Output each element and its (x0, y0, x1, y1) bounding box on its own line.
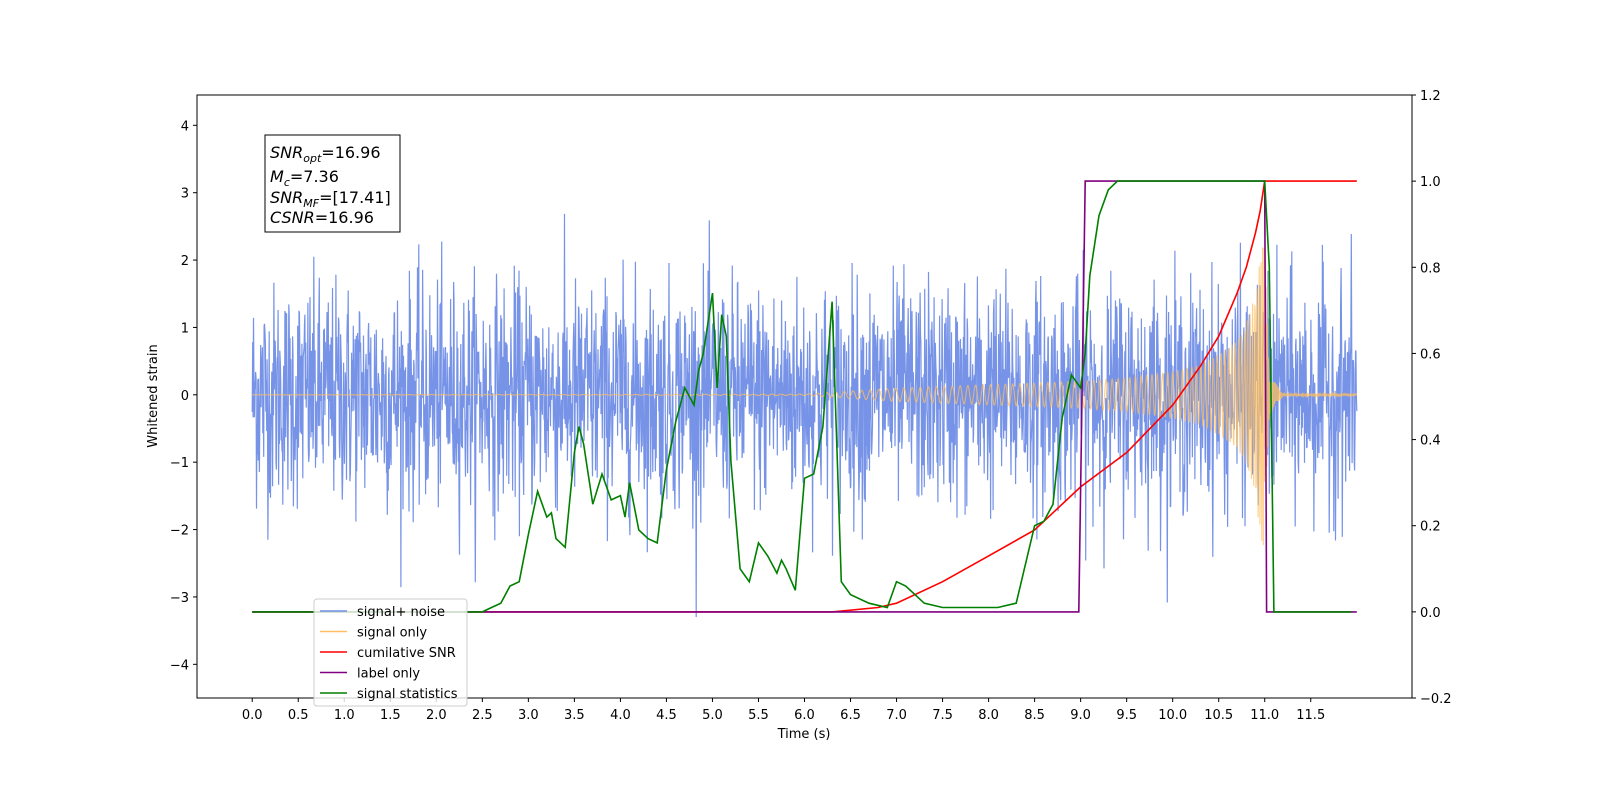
y-axis-right: 1.2 1.0 0.8 0.6 0.4 0.2 0.0 −0.2 (1412, 89, 1452, 707)
x-tick-label: 4.5 (656, 708, 677, 723)
y-tick-label: −3 (170, 591, 189, 606)
y-tick-label: 2 (181, 254, 189, 269)
series-label-only-legend-label: label only (357, 667, 420, 682)
x-tick-label: 0.5 (288, 708, 309, 723)
annotation-snr-mf: SNRMF=[17.41] (270, 188, 391, 210)
annotation-mc: Mc=7.36 (270, 167, 339, 189)
x-tick-label: 6.0 (794, 708, 815, 723)
annotation-box: SNRopt=16.96 Mc=7.36 SNRMF=[17.41] CSNR=… (264, 134, 401, 233)
y-tick-label: 4 (181, 119, 189, 134)
series-signal-only-line (252, 247, 1358, 546)
x-tick-label: 7.0 (886, 708, 907, 723)
y2-tick-label: 0.0 (1420, 606, 1441, 621)
x-tick-label: 3.5 (564, 708, 585, 723)
legend: signal+ noise signal only cumilative SNR la… (313, 598, 468, 707)
x-tick-label: 3.0 (518, 708, 539, 723)
y-tick-label: 1 (181, 321, 189, 336)
x-tick-label: 0.0 (242, 708, 263, 723)
annotation-frame (264, 134, 401, 233)
y2-tick-label: 0.6 (1420, 347, 1441, 362)
x-tick-label: 11.5 (1296, 708, 1325, 723)
series-cumulative-snr-line (252, 180, 1357, 613)
y-tick-label: 0 (181, 389, 189, 404)
x-axis-title: Time (s) (777, 727, 831, 742)
x-axis: 0.0 0.5 1.0 1.5 2.0 2.5 3.0 3.5 4.0 4.5 5.0 5.5 6.0 6… (242, 698, 1325, 723)
x-tick-label: 8.0 (978, 708, 999, 723)
x-tick-label: 10.0 (1158, 708, 1187, 723)
series-signal-statistics-line (252, 180, 1352, 613)
y-tick-label: −1 (170, 456, 189, 471)
x-tick-label: 6.5 (840, 708, 861, 723)
y-axis-title: Whitened strain (146, 344, 161, 447)
x-tick-label: 2.0 (426, 708, 447, 723)
x-tick-label: 7.5 (932, 708, 953, 723)
x-tick-label: 11.0 (1250, 708, 1279, 723)
y2-tick-label: 1.2 (1420, 89, 1441, 104)
y-axis-left: 4 3 2 1 0 −1 −2 −3 −4 (170, 119, 197, 673)
series-signal-noise-legend-label: signal+ noise (357, 605, 445, 620)
y2-tick-label: 1.0 (1420, 175, 1441, 190)
legend-frame (313, 598, 468, 707)
x-tick-label: 5.5 (748, 708, 769, 723)
y2-tick-label: 0.8 (1420, 261, 1441, 276)
series-signal-statistics-legend-label: signal statistics (357, 687, 458, 702)
series-signal-noise-line (251, 213, 1358, 618)
x-tick-label: 4.0 (610, 708, 631, 723)
y-tick-label: −4 (170, 658, 189, 673)
x-tick-label: 10.5 (1204, 708, 1233, 723)
y-tick-label: −2 (170, 524, 189, 539)
x-tick-label: 9.0 (1070, 708, 1091, 723)
x-tick-label: 9.5 (1116, 708, 1137, 723)
x-tick-label: 2.5 (472, 708, 493, 723)
series-cumulative-snr-legend-label: cumilative SNR (357, 646, 456, 661)
x-tick-label: 1.0 (334, 708, 355, 723)
series-signal-only-legend-label: signal only (357, 626, 427, 641)
series-layer (251, 180, 1358, 618)
y2-tick-label: 0.4 (1420, 434, 1441, 449)
x-tick-label: 8.5 (1024, 708, 1045, 723)
y-tick-label: 3 (181, 187, 189, 202)
annotation-csnr: CSNR=16.96 (270, 208, 374, 227)
y2-tick-label: 0.2 (1420, 520, 1441, 535)
x-tick-label: 5.0 (702, 708, 723, 723)
y2-tick-label: −0.2 (1420, 692, 1452, 707)
annotation-snr-opt: SNRopt=16.96 (270, 143, 381, 165)
x-tick-label: 1.5 (380, 708, 401, 723)
